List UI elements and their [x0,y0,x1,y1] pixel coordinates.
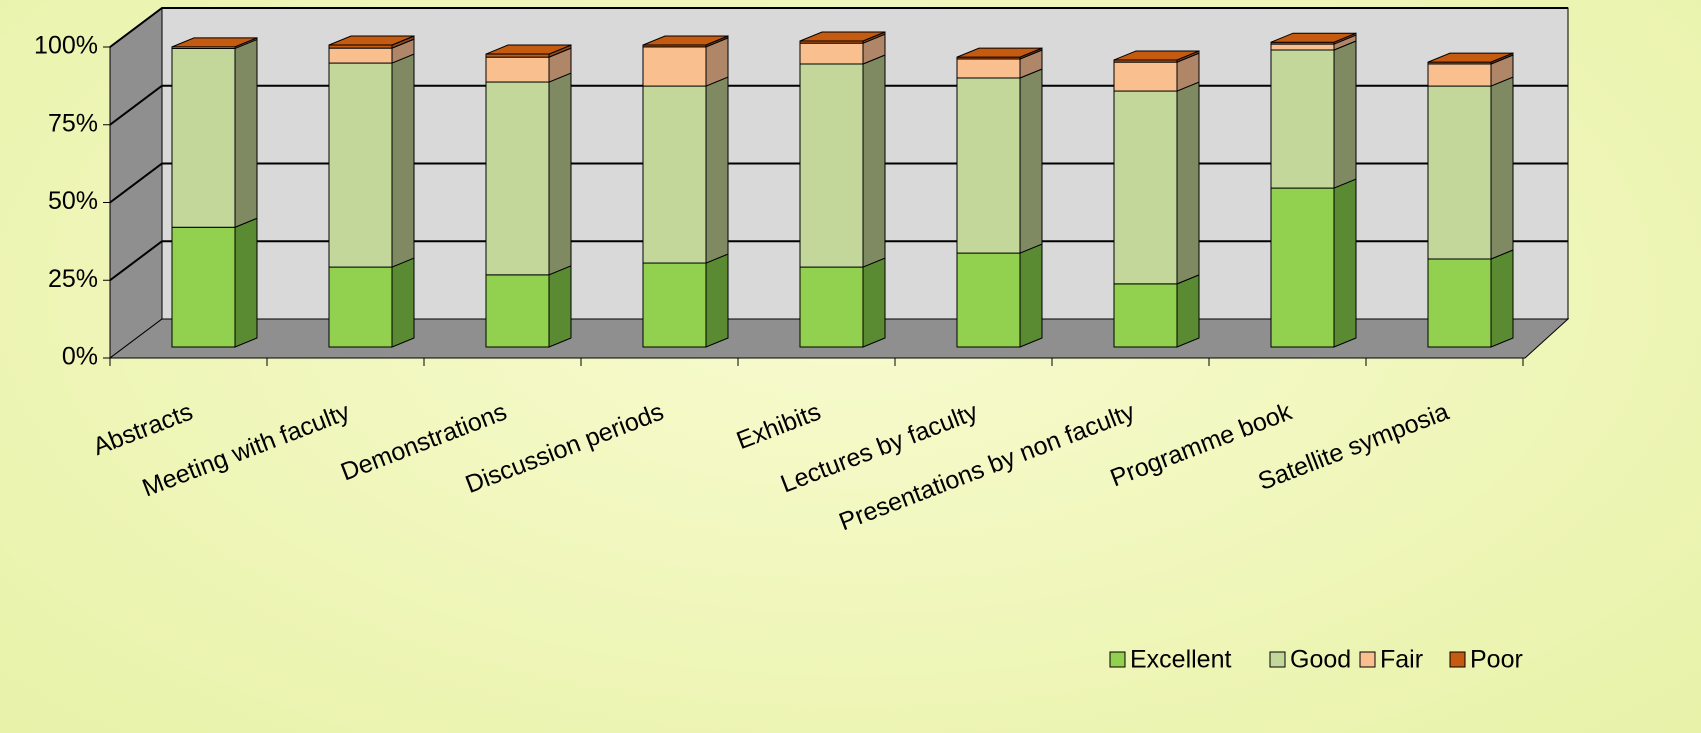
bar-side [1176,274,1200,348]
bar-side [548,265,572,348]
bar [956,252,1021,348]
bar-side [391,53,415,268]
bar-top [956,47,1043,58]
bar-top [171,37,258,48]
legend-label: Fair [1380,646,1423,674]
bar-side [705,253,729,348]
bar-side [705,76,729,264]
legend-label: Poor [1470,646,1523,674]
bar-top [1427,52,1514,63]
bar [1427,258,1492,348]
bar [642,85,707,264]
grid-line [109,162,1568,204]
grid-line [109,240,1568,282]
bar [328,266,393,348]
x-tick-label: Presentations by non faculty [835,397,1139,536]
bar [1427,63,1492,87]
bar [328,62,393,268]
bar [1113,61,1178,92]
bar-side [1333,178,1357,348]
bar-top [1113,50,1200,61]
bar-top [485,44,572,55]
y-tick-label: 0% [62,343,98,371]
bar [799,266,864,348]
legend-label: Excellent [1130,646,1231,674]
bar-top [328,35,415,46]
legend-swatch [1449,651,1466,668]
x-tick-label: Exhibits [733,398,825,456]
bar [642,262,707,348]
bar [485,81,550,276]
legend-swatch [1109,651,1126,668]
bar [485,274,550,348]
y-tick-label: 100% [34,32,98,60]
y-tick-label: 50% [48,187,98,215]
bar [1270,43,1335,51]
legend-swatch [1359,651,1376,668]
bar [642,46,707,87]
bar [171,226,236,348]
bar-side [234,217,258,348]
bar-side [1176,81,1200,285]
bar-side [1490,249,1514,348]
bar-side [1490,76,1514,260]
bar [328,47,393,64]
x-tick-label: Abstracts [89,398,196,461]
bar [956,58,1021,79]
legend-swatch [1269,651,1286,668]
bar [485,56,550,83]
bar [1270,187,1335,348]
legend-label: Good [1290,646,1351,674]
bar-top [1270,32,1357,43]
bar [956,77,1021,254]
bar-side [234,38,258,229]
bar-side [391,257,415,348]
bar [171,47,236,228]
bar-side [862,257,886,348]
bar [1113,90,1178,285]
bar-side [548,72,572,276]
bar [799,42,864,65]
bar-side [1019,243,1043,348]
y-tick-label: 75% [48,109,98,137]
bar-side [862,54,886,268]
bar-top [799,31,886,42]
bar-side [1333,40,1357,189]
bar [1427,85,1492,260]
bar [799,63,864,268]
bar [1270,49,1335,189]
grid-line [109,84,1568,126]
bar-top [642,35,729,46]
bar [1113,283,1178,348]
bar-side [1019,68,1043,254]
y-tick-label: 25% [48,265,98,293]
grid-line [109,7,1568,48]
